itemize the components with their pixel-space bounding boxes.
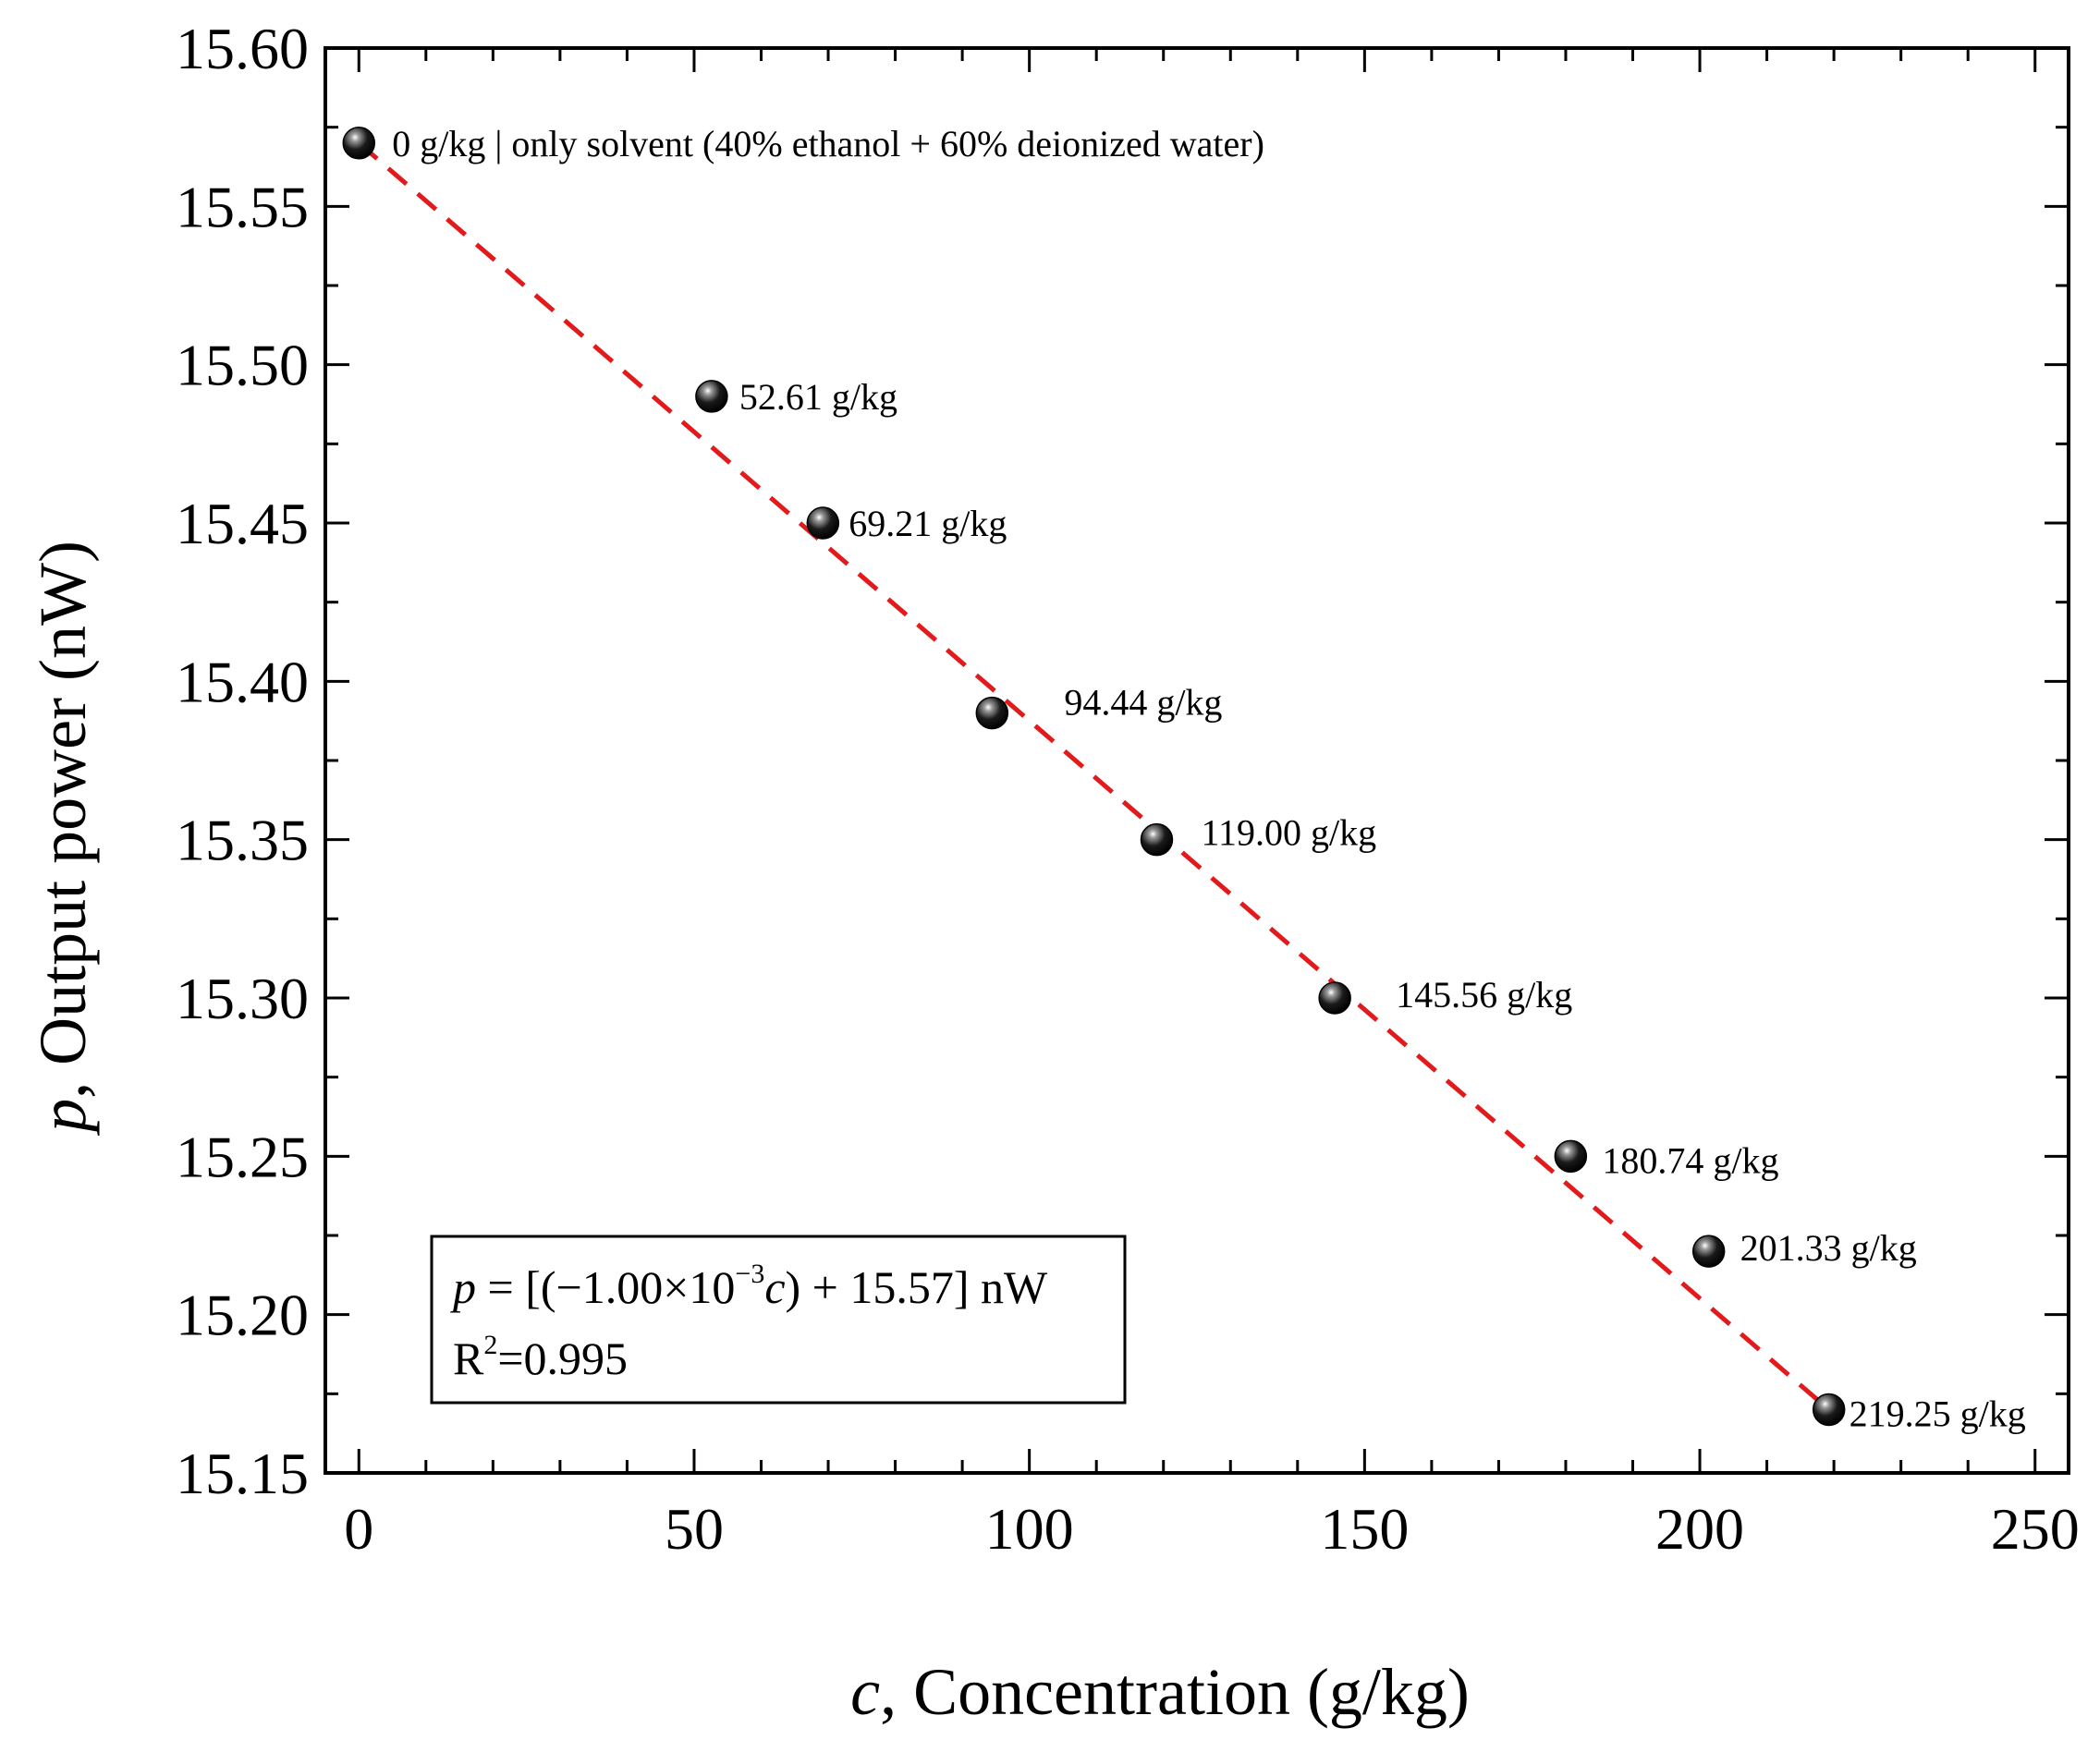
tick-layer: 0 50 100 150 200 250 15.15 15.20 15.25 15.30 15.35… bbox=[176, 16, 2080, 1562]
point-label: 180.74 g/kg bbox=[1602, 1139, 1778, 1181]
r2-value: =0.995 bbox=[497, 1332, 628, 1384]
data-point bbox=[975, 696, 1009, 730]
equation-suffix: ) + 15.57] nW bbox=[786, 1261, 1048, 1313]
y-tick-label: 15.25 bbox=[176, 1124, 309, 1189]
point-label: 52.61 g/kg bbox=[739, 376, 897, 418]
point-label: 94.44 g/kg bbox=[1064, 682, 1222, 724]
y-tick-label: 15.45 bbox=[176, 491, 309, 556]
y-tick-label: 15.40 bbox=[176, 649, 309, 714]
data-point bbox=[806, 506, 840, 540]
y-axis-var: p bbox=[26, 1099, 100, 1137]
y-tick-label: 15.20 bbox=[176, 1283, 309, 1348]
y-tick-label: 15.50 bbox=[176, 333, 309, 398]
point-label: 0 g/kg | only solvent (40% ethanol + 60%… bbox=[392, 123, 1264, 164]
y-tick-label: 15.60 bbox=[176, 16, 309, 81]
point-label: 69.21 g/kg bbox=[849, 503, 1007, 544]
y-tick-label: 15.55 bbox=[176, 174, 309, 239]
y-axis-title: p, Output power (nW) bbox=[26, 541, 100, 1137]
equation-box: p = [(−1.00×10−3c) + 15.57] nW R2=0.995 bbox=[430, 1235, 1127, 1405]
plot-frame bbox=[324, 46, 2070, 1475]
point-label: 219.25 g/kg bbox=[1850, 1393, 2026, 1434]
x-axis-title: c, Concentration (g/kg) bbox=[850, 1655, 1470, 1729]
data-point bbox=[1554, 1139, 1588, 1174]
point-label: 119.00 g/kg bbox=[1201, 812, 1376, 854]
points-layer bbox=[342, 127, 1846, 1427]
equation-exponent: −3 bbox=[735, 1259, 764, 1289]
x-tick-label: 0 bbox=[344, 1496, 373, 1562]
fit-equation: p = [(−1.00×10−3c) + 15.57] nW bbox=[450, 1259, 1048, 1313]
x-axis-var: c bbox=[850, 1655, 880, 1729]
data-point bbox=[342, 127, 376, 160]
data-point bbox=[1812, 1393, 1846, 1427]
equation-mid-var: c bbox=[764, 1261, 785, 1313]
x-tick-label: 250 bbox=[1991, 1496, 2080, 1562]
data-point bbox=[1318, 981, 1351, 1015]
point-label: 145.56 g/kg bbox=[1396, 974, 1572, 1016]
equation-prefix: = [(−1.00×10 bbox=[476, 1261, 735, 1313]
r2-exponent: 2 bbox=[483, 1330, 497, 1360]
y-tick-label: 15.35 bbox=[176, 808, 309, 873]
equation-box-frame bbox=[430, 1235, 1127, 1405]
r-squared: R2=0.995 bbox=[453, 1330, 628, 1384]
x-tick-label: 50 bbox=[665, 1496, 724, 1562]
y-axis-text: , Output power (nW) bbox=[26, 541, 100, 1099]
data-point bbox=[1691, 1235, 1726, 1268]
equation-var: p bbox=[450, 1261, 476, 1313]
fit-line bbox=[357, 140, 1831, 1412]
r2-base: R bbox=[453, 1332, 484, 1384]
x-axis-text: , Concentration (g/kg) bbox=[880, 1655, 1470, 1729]
fit-layer bbox=[357, 140, 1831, 1412]
x-tick-label: 200 bbox=[1655, 1496, 1744, 1562]
y-tick-label: 15.15 bbox=[176, 1441, 309, 1506]
point-label: 201.33 g/kg bbox=[1740, 1227, 1917, 1269]
point-labels-layer: 0 g/kg | only solvent (40% ethanol + 60%… bbox=[392, 123, 2026, 1435]
x-tick-label: 100 bbox=[985, 1496, 1074, 1562]
data-point bbox=[695, 380, 728, 413]
data-point bbox=[1140, 822, 1174, 857]
y-tick-label: 15.30 bbox=[176, 966, 309, 1031]
x-tick-label: 150 bbox=[1320, 1496, 1409, 1562]
